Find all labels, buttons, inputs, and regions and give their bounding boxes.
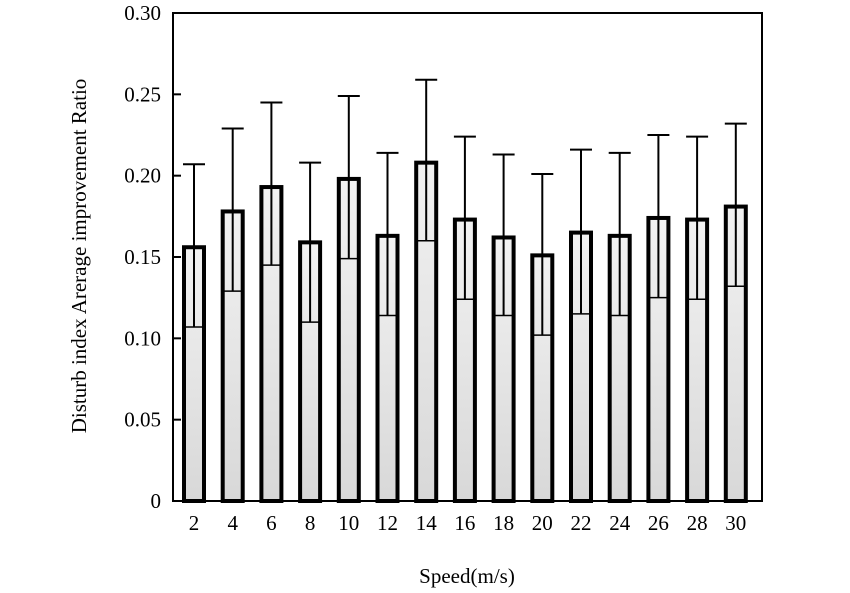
x-tick-label: 4 <box>227 511 238 535</box>
x-tick-label: 30 <box>725 511 746 535</box>
x-tick-label: 20 <box>532 511 553 535</box>
x-axis-title: Speed(m/s) <box>419 564 515 588</box>
x-tick-label: 14 <box>416 511 438 535</box>
y-axis: 0 0.05 0.10 0.15 0.20 0.25 0.30 <box>124 1 181 513</box>
x-tick-label: 10 <box>338 511 359 535</box>
x-tick-label: 18 <box>493 511 514 535</box>
x-tick-label: 22 <box>571 511 592 535</box>
y-tick-label: 0.10 <box>124 326 161 350</box>
y-tick-label: 0.20 <box>124 164 161 188</box>
x-tick-label: 12 <box>377 511 398 535</box>
x-tick-label: 6 <box>266 511 277 535</box>
x-tick-label: 26 <box>648 511 669 535</box>
bars <box>182 78 748 504</box>
y-tick-label: 0 <box>151 489 162 513</box>
x-axis: 2 4 6 8 10 12 14 16 18 20 22 24 26 28 30 <box>189 511 747 535</box>
y-tick-label: 0.25 <box>124 82 161 106</box>
x-tick-label: 24 <box>609 511 631 535</box>
x-tick-label: 16 <box>454 511 475 535</box>
x-tick-label: 28 <box>687 511 708 535</box>
x-tick-label: 8 <box>305 511 316 535</box>
y-axis-title: Disturb index Arerage improvement Ratio <box>67 79 91 434</box>
y-tick-label: 0.05 <box>124 408 161 432</box>
y-tick-label: 0.30 <box>124 1 161 25</box>
y-tick-label: 0.15 <box>124 245 161 269</box>
x-tick-label: 2 <box>189 511 200 535</box>
